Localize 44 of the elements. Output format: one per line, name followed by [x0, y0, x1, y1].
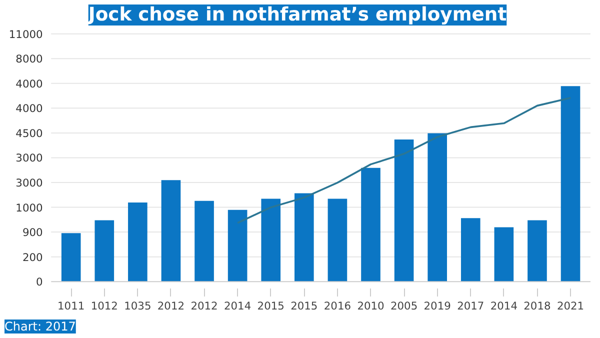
- bar: [560, 86, 580, 282]
- x-tick-label: 2016: [324, 300, 352, 312]
- text: 4000: [16, 77, 44, 90]
- x-tick-label: 2019: [424, 300, 452, 312]
- x-tick-label: 2005: [390, 300, 418, 312]
- text: 1000: [16, 201, 44, 214]
- x-tick-label: 2015: [257, 300, 284, 312]
- bar: [394, 140, 414, 282]
- x-tick-label: 2015: [290, 300, 318, 312]
- x-tick-label: 2014: [224, 300, 252, 312]
- bar: [94, 220, 114, 282]
- bar: [361, 168, 380, 282]
- text: 11000: [8, 28, 44, 41]
- bar: [460, 218, 480, 282]
- x-tick-label: 2017: [457, 300, 484, 312]
- x-tick-label: 2018: [524, 300, 552, 312]
- bar: [128, 202, 148, 282]
- text: 3000: [16, 176, 44, 190]
- text: 8000: [16, 52, 44, 66]
- text: 200: [22, 250, 44, 264]
- bar: [528, 220, 547, 282]
- x-tick-label: 1035: [124, 300, 152, 312]
- x-tick-label: 1011: [58, 300, 85, 312]
- x-tick-label: 1012: [90, 300, 118, 312]
- text: Chart: 2017: [4, 320, 76, 334]
- bar: [194, 200, 214, 282]
- bar: [228, 210, 248, 282]
- bar: [428, 133, 447, 282]
- x-tick-label: 2014: [490, 300, 518, 312]
- x-tick-label: 2012: [157, 300, 185, 312]
- x-tick-label: 2012: [190, 300, 218, 312]
- text: 900: [22, 226, 44, 240]
- text: 3000: [16, 152, 44, 165]
- x-tick-label: 2010: [357, 300, 385, 312]
- text: 4500: [16, 126, 44, 140]
- bar: [61, 233, 81, 282]
- bar: [294, 193, 314, 282]
- bar: [161, 180, 181, 282]
- bar: [494, 227, 514, 282]
- bar: [328, 198, 348, 282]
- x-tick-label: 2021: [556, 300, 584, 312]
- text: 4000: [16, 102, 44, 116]
- text: 0: [36, 276, 44, 289]
- bar: [261, 198, 281, 282]
